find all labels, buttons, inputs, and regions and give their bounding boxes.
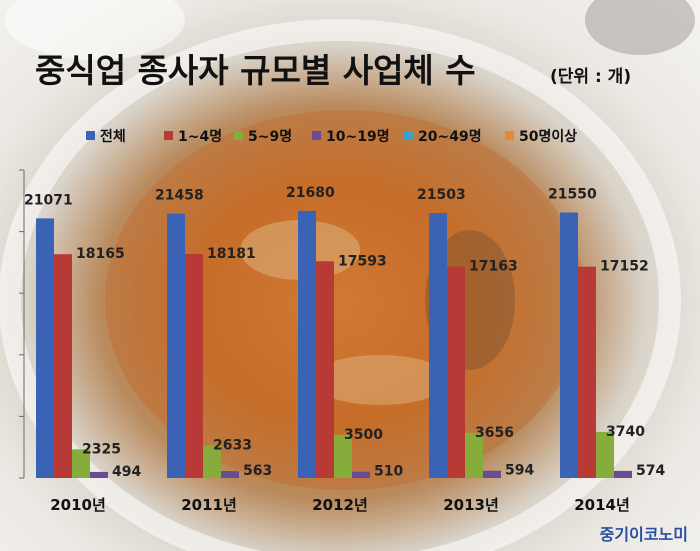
- data-labels: 21071 18165 2325 494 21458 18181 2633 563 21680 1…: [24, 185, 665, 480]
- bar: [429, 213, 447, 478]
- bar: [447, 266, 465, 478]
- data-label: 17163: [469, 259, 518, 275]
- bar: [560, 212, 578, 478]
- x-tick-label: 2012년: [312, 496, 368, 514]
- data-label: 574: [636, 463, 665, 479]
- data-label: 2325: [82, 441, 121, 457]
- data-label: 494: [112, 464, 141, 480]
- bar: [72, 449, 90, 478]
- bar: [483, 470, 501, 478]
- bar: [614, 470, 632, 478]
- bar: [90, 471, 108, 478]
- data-label: 21550: [548, 187, 597, 203]
- bar: [578, 266, 596, 478]
- legend-label: 20~49명: [418, 128, 482, 145]
- legend: 전체 1~4명 5~9명 10~19명 20~49명 50명이상: [86, 128, 577, 145]
- data-label: 3740: [606, 424, 645, 440]
- bar: [352, 471, 370, 478]
- bars: [36, 210, 632, 478]
- data-label: 3500: [344, 427, 383, 443]
- legend-swatch: [234, 131, 243, 140]
- data-label: 3656: [475, 425, 514, 441]
- brand-logo: 중기이코노미: [599, 525, 688, 544]
- bar: [298, 210, 316, 478]
- legend-swatch: [312, 131, 321, 140]
- legend-label: 5~9명: [248, 128, 292, 145]
- legend-swatch: [505, 131, 514, 140]
- bar: [334, 434, 352, 478]
- data-label: 510: [374, 464, 403, 480]
- bar: [185, 254, 203, 478]
- chart-title: 중식업 종사자 규모별 사업체 수: [35, 51, 476, 90]
- y-axis-ticks: [19, 169, 24, 479]
- data-label: 21458: [155, 188, 204, 204]
- data-label: 594: [505, 463, 534, 479]
- bar: [596, 431, 614, 478]
- legend-label: 1~4명: [178, 128, 222, 145]
- data-label: 17593: [338, 253, 387, 269]
- x-tick-label: 2014년: [574, 496, 630, 514]
- data-label: 21503: [417, 187, 466, 203]
- x-tick-label: 2013년: [443, 496, 499, 514]
- chart-unit: (단위 : 개): [550, 67, 631, 87]
- data-label: 17152: [600, 259, 649, 275]
- data-label: 18165: [76, 246, 125, 262]
- legend-label: 10~19명: [326, 128, 390, 145]
- bar: [36, 218, 54, 478]
- bar: [316, 261, 334, 478]
- legend-label: 50명이상: [519, 128, 577, 145]
- x-tick-label: 2011년: [181, 496, 237, 514]
- legend-swatch: [86, 131, 95, 140]
- legend-label: 전체: [100, 128, 126, 145]
- data-label: 563: [243, 463, 272, 479]
- legend-swatch: [404, 131, 413, 140]
- x-tick-label: 2010년: [50, 496, 106, 514]
- bar: [54, 254, 72, 478]
- bar: [465, 432, 483, 478]
- x-axis-labels: 2010년 2011년 2012년 2013년 2014년: [50, 496, 630, 514]
- legend-swatch: [164, 131, 173, 140]
- data-label: 18181: [207, 246, 256, 262]
- data-label: 21680: [286, 185, 335, 201]
- bar: [221, 471, 239, 478]
- data-label: 2633: [213, 438, 252, 454]
- bar: [167, 213, 185, 478]
- data-label: 21071: [24, 192, 73, 208]
- bar: [203, 445, 221, 478]
